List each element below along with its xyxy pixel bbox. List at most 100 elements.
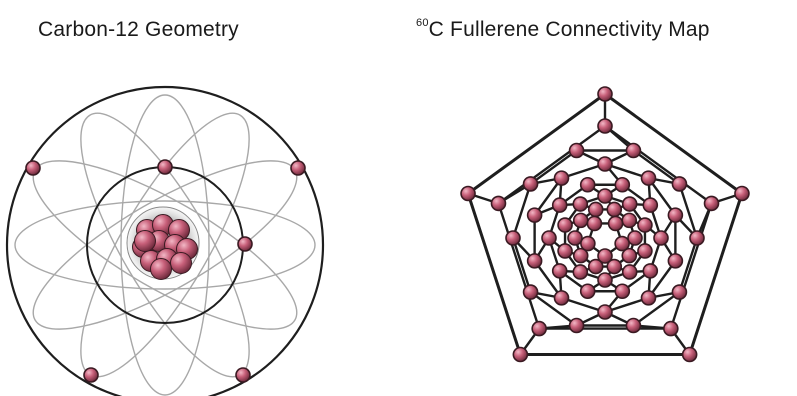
carbon-atom (621, 247, 638, 264)
bond (529, 149, 578, 186)
carbon-atom (637, 217, 653, 233)
carbon-atom (553, 290, 570, 306)
carbon-atom (637, 243, 653, 259)
bond (678, 236, 699, 294)
bond (678, 182, 699, 240)
nucleus (126, 206, 200, 280)
carbon-atom (681, 346, 698, 363)
carbon-atom (551, 263, 568, 279)
carbon-atom (621, 196, 638, 212)
bond (529, 290, 578, 327)
carbon-atom (526, 207, 543, 223)
carbon-atom (734, 185, 750, 202)
bond (497, 202, 541, 330)
carbon-atom (460, 185, 476, 202)
electron (290, 160, 306, 176)
carbon-atom (621, 212, 638, 229)
carbon-atom (505, 230, 521, 246)
carbon-atom (689, 230, 705, 246)
orbital-path (14, 200, 316, 290)
carbon-atom (667, 253, 684, 269)
carbon-atom (597, 118, 613, 134)
electron (157, 159, 173, 175)
carbon-atom (606, 258, 623, 275)
carbon-atom (568, 142, 585, 159)
carbon-atom (572, 247, 589, 264)
carbon-atom (512, 346, 529, 363)
carbon-atom (671, 284, 688, 300)
carbon-atom (597, 304, 613, 320)
carbon-atom (579, 176, 596, 193)
nucleon (134, 230, 156, 252)
left-diagram-title: Carbon-12 Geometry (38, 18, 239, 41)
carbon-atom (640, 170, 657, 186)
carbon-atom (557, 243, 573, 259)
orbital-paths (14, 94, 316, 396)
carbon-atom (531, 320, 547, 337)
carbon-atom (653, 230, 669, 246)
bond (632, 149, 681, 186)
carbon-atom (586, 215, 603, 232)
carbon-atom (572, 264, 589, 280)
bond (466, 192, 522, 356)
bond (511, 236, 532, 294)
bond (466, 92, 607, 196)
nucleon (170, 252, 192, 274)
outer-electron-shell (5, 85, 325, 396)
carbon-atom (568, 317, 585, 334)
carbon-atom (553, 170, 570, 186)
carbon-atom (572, 196, 589, 212)
carbon-atom (625, 317, 642, 334)
carbon-atom (580, 235, 596, 252)
carbon-atom (541, 230, 557, 246)
carbon-atom (640, 290, 657, 306)
bond (688, 192, 744, 356)
carbon-atom (551, 197, 568, 213)
electron (235, 367, 251, 383)
carbon-atom (607, 215, 624, 232)
carbon-atom (567, 230, 583, 246)
title-superscript: 60 (416, 17, 429, 29)
electrons (25, 159, 306, 383)
carbon-atom (572, 212, 589, 229)
carbon-atom (642, 263, 659, 279)
carbon-atom (671, 176, 688, 192)
orbital-path (120, 94, 210, 396)
electron (237, 236, 253, 252)
carbon-atom (614, 176, 631, 193)
carbon-atom (597, 272, 613, 288)
fullerene-schlegel-diagram (460, 86, 750, 363)
carbon-atom (621, 264, 638, 280)
carbon-atom (597, 156, 613, 172)
carbon-atom (606, 201, 623, 218)
bond (603, 92, 744, 196)
carbon-atom (579, 283, 596, 300)
carbon-atom (522, 284, 539, 300)
carbon-atom (587, 201, 604, 218)
right-diagram-title: 60C Fullerene Connectivity Map (416, 17, 710, 42)
carbon-atom (490, 195, 507, 212)
title-text: C Fullerene Connectivity Map (428, 18, 710, 41)
bond (511, 182, 532, 240)
nucleon (150, 258, 172, 280)
electron (83, 367, 99, 383)
carbon-atom (663, 320, 679, 337)
carbon-atom (614, 235, 630, 252)
electron (25, 160, 41, 176)
carbon-atom (557, 217, 573, 233)
carbon-atom (522, 176, 539, 192)
carbon-atom (627, 230, 643, 246)
bond (497, 124, 607, 205)
carbon-atom (667, 207, 684, 223)
carbon-atom (614, 283, 631, 300)
bond (669, 202, 713, 330)
carbon-atom (703, 195, 720, 212)
carbon-atom (587, 258, 604, 275)
bond (632, 290, 681, 327)
carbon-atom (625, 142, 642, 159)
bond (603, 124, 713, 205)
carbon-atom (526, 253, 543, 269)
carbon-atom (597, 188, 613, 204)
carbon-atom (597, 86, 613, 102)
